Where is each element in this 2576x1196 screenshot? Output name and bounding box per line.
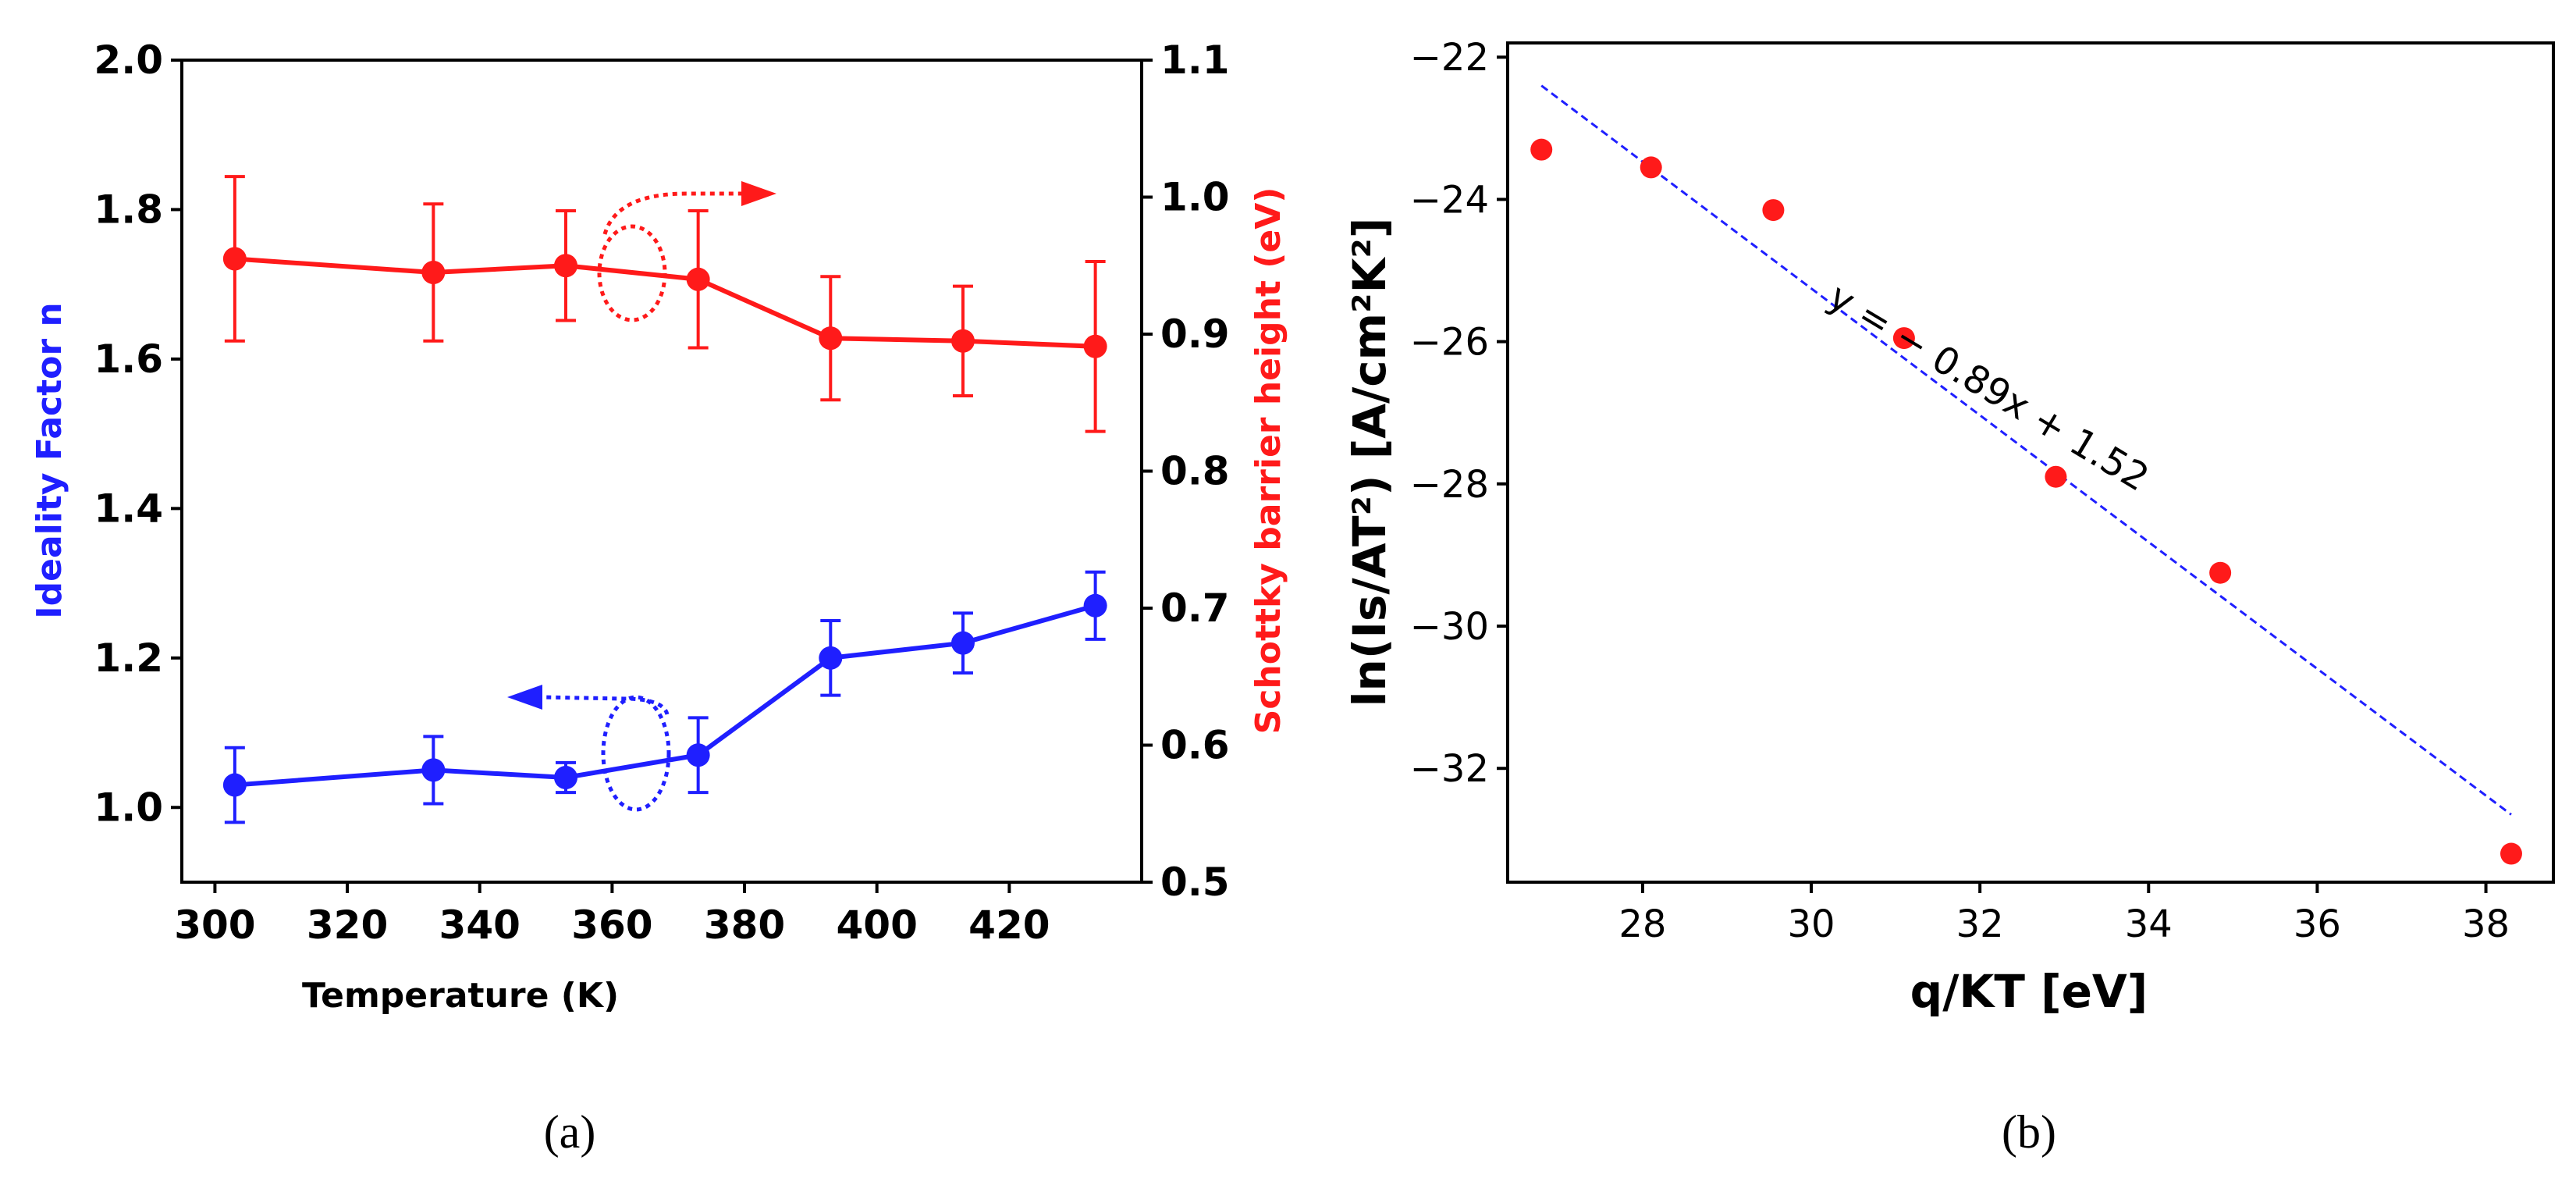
- x-tick-label: 300: [174, 902, 255, 948]
- ideality-data-point: [421, 758, 446, 782]
- panel-a-left-y-ticks: 1.0 1.2 1.4 1.6 1.8 2.0: [94, 37, 182, 830]
- x-tick-label: 420: [968, 902, 1050, 948]
- y-tick-label: −32: [1410, 747, 1489, 791]
- ideality-data-point: [1083, 593, 1107, 618]
- panel-b-chart: 28 30 32 34 36 38 −32 −30 −28 −26 −24 −22 y = − 0.…: [1343, 36, 2555, 1158]
- y-tick-label: −22: [1410, 36, 1489, 80]
- right-arrow-icon: [741, 181, 776, 206]
- panel-b-x-ticks: 28 30 32 34 36 38: [1618, 882, 2510, 946]
- y2-tick-label: 0.7: [1160, 586, 1230, 631]
- barrier-ellipse: [597, 224, 667, 322]
- fit-line: [1540, 84, 2512, 816]
- y-tick-label: 1.6: [94, 336, 163, 382]
- barrier-data-point: [819, 326, 843, 351]
- y-tick-label: 1.0: [94, 785, 163, 830]
- panel-a-caption: (a): [544, 1106, 596, 1158]
- scatter-point: [2209, 561, 2232, 584]
- y-tick-label: 1.8: [94, 187, 163, 232]
- scatter-point: [1530, 138, 1553, 161]
- scatter-point: [2045, 465, 2067, 488]
- panel-a-chart: 300 320 340 360 380 400 420 1.0 1.2 1.4 1.6 1.8 2.0…: [30, 37, 1288, 1158]
- panel-b-fit: [1540, 84, 2512, 816]
- x-tick-label: 340: [439, 902, 521, 948]
- ideality-data-point: [554, 765, 577, 789]
- y-tick-label: −24: [1410, 178, 1489, 222]
- scatter-point: [1892, 327, 1915, 350]
- panel-b-points: [1530, 138, 2522, 865]
- barrier-data-point: [554, 254, 577, 278]
- x-tick-label: 30: [1787, 902, 1835, 946]
- scatter-point: [1762, 199, 1785, 222]
- scatter-point: [2500, 842, 2522, 865]
- x-tick-label: 36: [2294, 902, 2341, 946]
- x-tick-label: 28: [1618, 902, 1666, 946]
- x-tick-label: 400: [837, 902, 918, 948]
- y2-tick-label: 0.6: [1160, 723, 1230, 768]
- ideality-data-point: [950, 631, 975, 655]
- y2-tick-label: 0.5: [1160, 860, 1230, 905]
- fit-equation: y = − 0.89x + 1.52: [1821, 275, 2156, 500]
- x-tick-label: 380: [704, 902, 785, 948]
- y-tick-label: −26: [1410, 321, 1489, 365]
- ideality-ellipse: [601, 695, 671, 812]
- panel-a-left-y-axis-label: Ideality Factor n: [30, 302, 69, 618]
- ideality-axis-annotation: [507, 685, 671, 812]
- panel-a-series: [222, 175, 1107, 824]
- barrier-data-point: [686, 267, 710, 291]
- barrier-data-point: [222, 247, 247, 271]
- panel-b-caption: (b): [2002, 1106, 2056, 1158]
- y-tick-label: 1.4: [94, 486, 163, 531]
- barrier-axis-annotation: [597, 181, 776, 322]
- y2-tick-label: 0.9: [1160, 311, 1230, 357]
- ideality-data-point: [819, 646, 843, 670]
- panel-a-right-y-ticks: 0.5 0.6 0.7 0.8 0.9 1.0 1.1: [1142, 37, 1230, 905]
- scatter-point: [1640, 156, 1662, 179]
- ideality-arrow-line: [538, 695, 670, 715]
- panel-a-x-ticks: 300 320 340 360 380 400 420: [174, 882, 1050, 948]
- x-tick-label: 38: [2462, 902, 2510, 946]
- x-tick-label: 320: [307, 902, 388, 948]
- panel-b-y-ticks: −32 −30 −28 −26 −24 −22: [1410, 36, 1508, 791]
- panel-a-right-y-axis-label: Schottky barrier height (eV): [1249, 187, 1288, 735]
- ideality-data-point: [686, 743, 710, 767]
- y-tick-label: −30: [1410, 605, 1489, 649]
- y2-tick-label: 1.0: [1160, 175, 1230, 220]
- ideality-data-point: [222, 773, 247, 797]
- barrier-data-point: [421, 261, 446, 285]
- panel-a-x-axis-label: Temperature (K): [302, 976, 619, 1016]
- barrier-data-point: [1083, 334, 1107, 358]
- y2-tick-label: 1.1: [1160, 37, 1230, 83]
- x-tick-label: 360: [571, 902, 652, 948]
- x-tick-label: 32: [1956, 902, 2004, 946]
- panel-b-plot-frame: [1506, 41, 2555, 884]
- y-tick-label: 1.2: [94, 635, 163, 681]
- x-tick-label: 34: [2125, 902, 2173, 946]
- panel-b-x-axis-label: q/KT [eV]: [1910, 965, 2148, 1018]
- y-tick-label: −28: [1410, 463, 1489, 507]
- panel-a-plot-frame: [180, 59, 1143, 884]
- panel-b-y-axis-label: ln(Is/AT²) [A/cm²K²]: [1343, 218, 1396, 707]
- barrier-arrow-line: [602, 191, 745, 235]
- barrier-data-point: [950, 329, 975, 353]
- y2-tick-label: 0.8: [1160, 449, 1230, 494]
- left-arrow-icon: [507, 685, 542, 710]
- y-tick-label: 2.0: [94, 37, 163, 83]
